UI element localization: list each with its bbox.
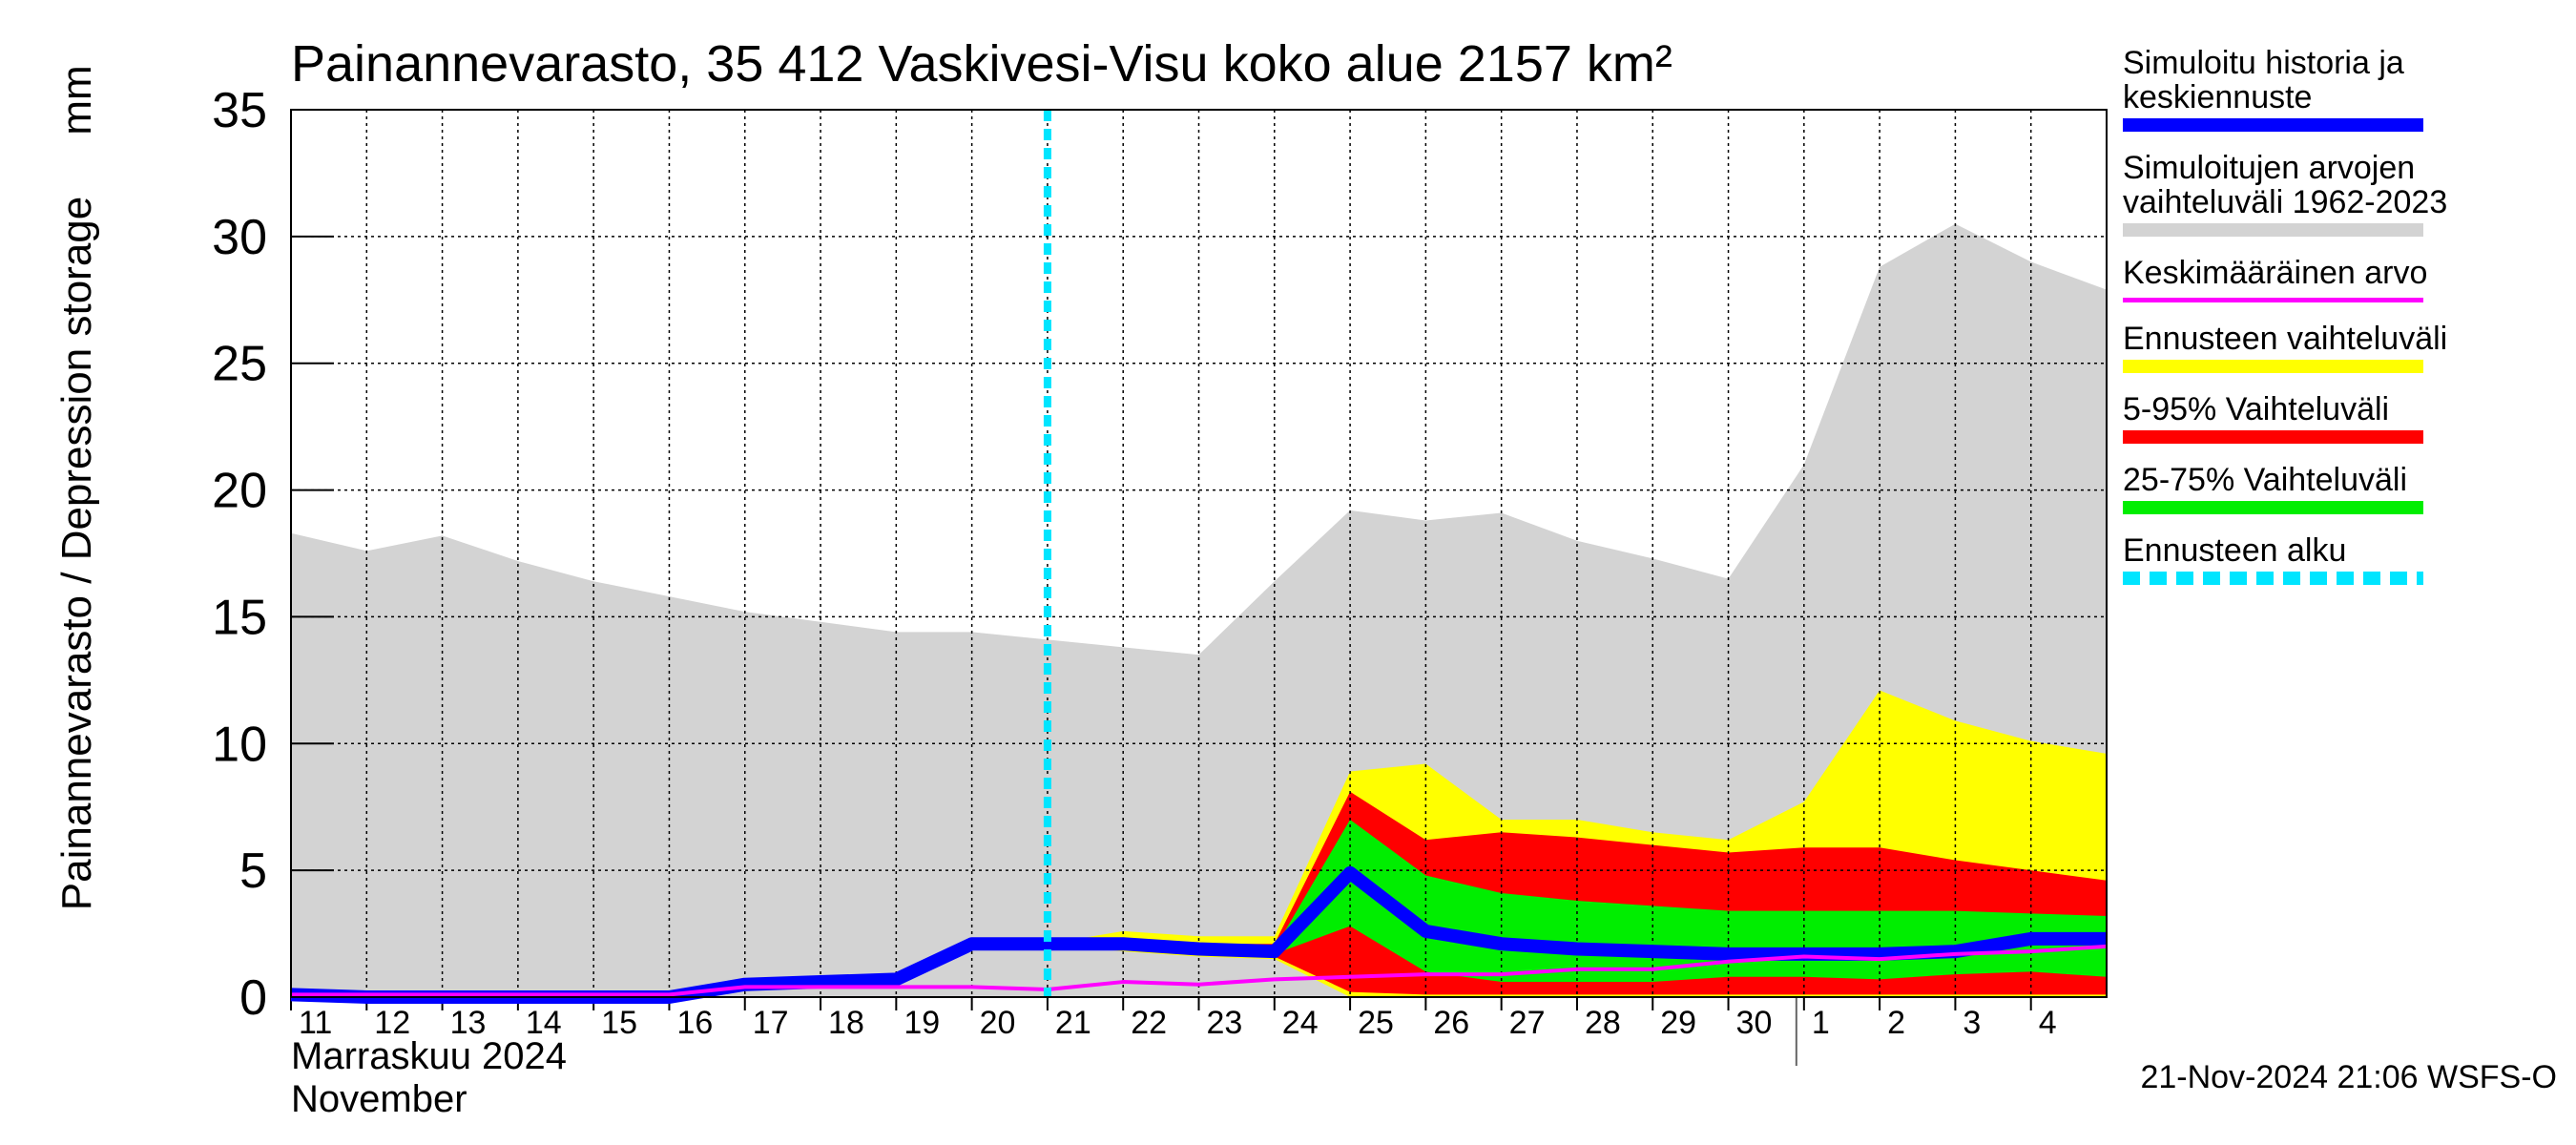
y-tick-label: 35 (212, 83, 267, 138)
y-tick-label: 0 (239, 970, 267, 1026)
x-tick-label: 3 (1963, 1005, 1981, 1041)
y-tick-label: 20 (212, 464, 267, 519)
y-tick-label: 15 (212, 590, 267, 645)
legend-label: Keskimääräinen arvo (2123, 255, 2428, 291)
x-tick-label: 12 (374, 1005, 410, 1041)
x-tick-label: 14 (526, 1005, 562, 1041)
legend-label: 25-75% Vaihteluväli (2123, 462, 2407, 498)
legend-item: Keskimääräinen arvo (2123, 256, 2504, 302)
legend-swatch (2123, 223, 2423, 237)
x-tick-label: 4 (2039, 1005, 2057, 1041)
y-tick-label: 10 (212, 717, 267, 772)
y-tick-label: 30 (212, 210, 267, 265)
x-axis-label: November (291, 1078, 467, 1120)
legend-label: Ennusteen alku (2123, 532, 2347, 569)
legend-item: Simuloitujen arvojen vaihteluväli 1962-2… (2123, 151, 2504, 237)
x-axis-label: Marraskuu 2024 (291, 1035, 567, 1077)
chart-title: Painannevarasto, 35 412 Vaskivesi-Visu k… (291, 35, 1672, 93)
band-area (1047, 820, 2107, 983)
legend-item: 25-75% Vaihteluväli (2123, 463, 2504, 514)
x-tick-label: 21 (1055, 1005, 1091, 1041)
legend-label: Simuloitu historia ja keskiennuste (2123, 45, 2404, 115)
x-tick-label: 20 (980, 1005, 1016, 1041)
series-line (291, 944, 2108, 997)
legend-swatch (2123, 430, 2423, 444)
legend: Simuloitu historia ja keskiennuste Simulo… (2123, 46, 2504, 604)
y-axis-unit: mm (53, 65, 100, 135)
x-tick-label: 15 (601, 1005, 637, 1041)
band-area (291, 223, 2107, 998)
x-tick-label: 11 (299, 1005, 332, 1041)
x-tick-label: 23 (1207, 1005, 1243, 1041)
legend-item: Ennusteen vaihteluväli (2123, 322, 2504, 373)
y-axis-label: Painannevarasto / Depression storage (53, 197, 100, 910)
x-tick-label: 24 (1282, 1005, 1319, 1041)
x-tick-label: 30 (1736, 1005, 1773, 1041)
legend-swatch (2123, 572, 2423, 585)
legend-swatch (2123, 298, 2423, 302)
legend-label: 5-95% Vaihteluväli (2123, 391, 2390, 427)
x-tick-label: 2 (1887, 1005, 1905, 1041)
y-tick-label: 5 (239, 843, 267, 899)
x-tick-label: 13 (450, 1005, 487, 1041)
x-tick-label: 26 (1433, 1005, 1469, 1041)
legend-label: Ennusteen vaihteluväli (2123, 321, 2448, 357)
x-tick-label: 17 (753, 1005, 789, 1041)
legend-item: Simuloitu historia ja keskiennuste (2123, 46, 2504, 132)
x-tick-label: 28 (1585, 1005, 1621, 1041)
x-tick-label: 29 (1660, 1005, 1696, 1041)
x-tick-label: 1 (1812, 1005, 1830, 1041)
x-tick-label: 16 (676, 1005, 713, 1041)
legend-label: Simuloitujen arvojen vaihteluväli 1962-2… (2123, 150, 2448, 220)
legend-swatch (2123, 360, 2423, 373)
legend-swatch (2123, 501, 2423, 514)
x-tick-label: 22 (1131, 1005, 1167, 1041)
x-tick-label: 19 (904, 1005, 940, 1041)
footer: 21-Nov-2024 21:06 WSFS-O (2140, 1059, 2557, 1095)
legend-swatch (2123, 118, 2423, 132)
legend-item: Ennusteen alku (2123, 533, 2504, 585)
x-tick-label: 18 (828, 1005, 864, 1041)
x-tick-label: 27 (1509, 1005, 1546, 1041)
x-tick-label: 25 (1358, 1005, 1394, 1041)
legend-item: 5-95% Vaihteluväli (2123, 392, 2504, 444)
y-tick-label: 25 (212, 337, 267, 392)
plot-frame (290, 109, 2108, 998)
